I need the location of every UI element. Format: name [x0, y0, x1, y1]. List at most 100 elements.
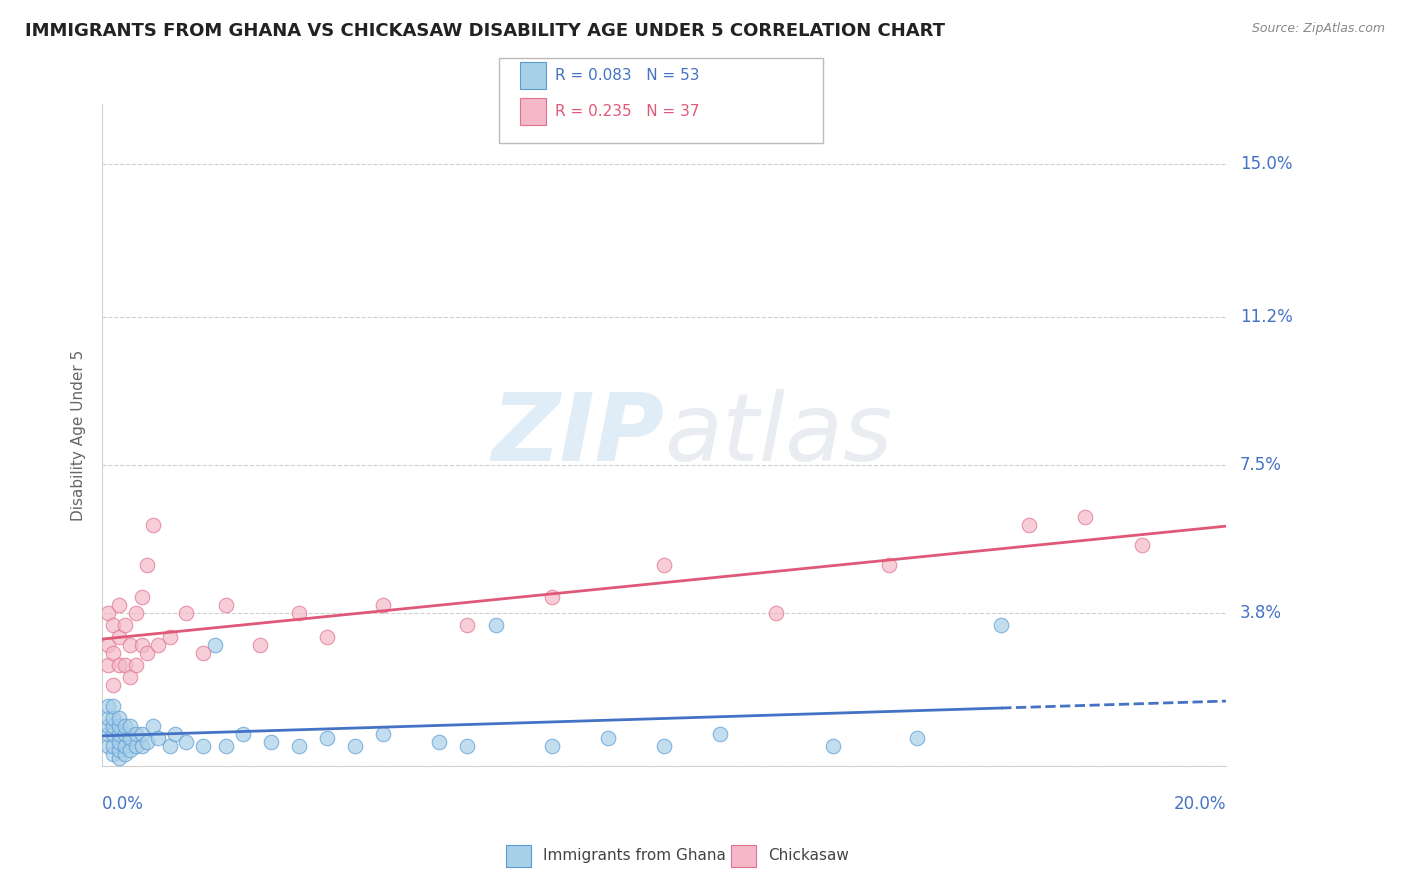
Point	[131, 726, 153, 740]
Point	[765, 607, 787, 621]
Point	[120, 670, 142, 684]
Point	[136, 647, 159, 661]
Text: 7.5%: 7.5%	[1240, 456, 1282, 474]
Text: R = 0.083   N = 53: R = 0.083 N = 53	[555, 68, 700, 83]
Point	[176, 607, 198, 621]
Text: Chickasaw: Chickasaw	[768, 848, 849, 863]
Point	[148, 639, 170, 653]
Point	[905, 731, 928, 745]
Text: Source: ZipAtlas.com: Source: ZipAtlas.com	[1251, 22, 1385, 36]
Point	[709, 726, 731, 740]
Point	[427, 734, 450, 748]
Point	[131, 739, 153, 753]
Point	[97, 698, 120, 713]
Point	[103, 678, 125, 692]
Point	[176, 734, 198, 748]
Point	[114, 718, 136, 732]
Point	[1130, 538, 1153, 552]
Point	[125, 658, 148, 673]
Point	[103, 747, 125, 761]
Point	[103, 647, 125, 661]
Point	[108, 631, 131, 645]
Text: IMMIGRANTS FROM GHANA VS CHICKASAW DISABILITY AGE UNDER 5 CORRELATION CHART: IMMIGRANTS FROM GHANA VS CHICKASAW DISAB…	[25, 22, 945, 40]
Point	[108, 658, 131, 673]
Point	[344, 739, 367, 753]
Point	[215, 599, 238, 613]
Point	[596, 731, 619, 745]
Point	[120, 742, 142, 756]
Point	[652, 739, 675, 753]
Point	[103, 618, 125, 632]
Point	[103, 698, 125, 713]
Point	[456, 618, 478, 632]
Point	[97, 718, 120, 732]
Point	[249, 639, 271, 653]
Point	[108, 599, 131, 613]
Point	[877, 558, 900, 573]
Point	[821, 739, 844, 753]
Point	[97, 739, 120, 753]
Point	[125, 726, 148, 740]
Point	[215, 739, 238, 753]
Point	[108, 710, 131, 724]
Point	[114, 739, 136, 753]
Point	[165, 726, 187, 740]
Text: 20.0%: 20.0%	[1174, 796, 1226, 814]
Text: 11.2%: 11.2%	[1240, 308, 1292, 326]
Point	[1074, 510, 1097, 524]
Point	[125, 607, 148, 621]
Point	[316, 631, 339, 645]
Point	[193, 739, 215, 753]
Point	[652, 558, 675, 573]
Point	[316, 731, 339, 745]
Point	[159, 631, 181, 645]
Point	[136, 734, 159, 748]
Point	[114, 747, 136, 761]
Text: 3.8%: 3.8%	[1240, 604, 1282, 623]
Point	[142, 518, 165, 533]
Text: 0.0%: 0.0%	[103, 796, 143, 814]
Point	[97, 639, 120, 653]
Point	[136, 558, 159, 573]
Point	[204, 639, 226, 653]
Point	[373, 599, 395, 613]
Point	[103, 739, 125, 753]
Point	[108, 718, 131, 732]
Point	[125, 739, 148, 753]
Point	[108, 726, 131, 740]
Point	[159, 739, 181, 753]
Point	[193, 647, 215, 661]
Point	[108, 742, 131, 756]
Point	[97, 658, 120, 673]
Point	[97, 710, 120, 724]
Point	[103, 726, 125, 740]
Point	[373, 726, 395, 740]
Text: R = 0.235   N = 37: R = 0.235 N = 37	[555, 103, 700, 119]
Point	[232, 726, 254, 740]
Point	[260, 734, 283, 748]
Point	[484, 618, 506, 632]
Text: 15.0%: 15.0%	[1240, 155, 1292, 173]
Point	[540, 591, 562, 605]
Text: ZIP: ZIP	[491, 389, 664, 481]
Text: Immigrants from Ghana: Immigrants from Ghana	[543, 848, 725, 863]
Point	[288, 607, 311, 621]
Text: atlas: atlas	[664, 390, 893, 481]
Point	[1018, 518, 1040, 533]
Point	[120, 639, 142, 653]
Point	[288, 739, 311, 753]
Point	[114, 618, 136, 632]
Point	[131, 639, 153, 653]
Point	[131, 591, 153, 605]
Point	[540, 739, 562, 753]
Point	[97, 607, 120, 621]
Y-axis label: Disability Age Under 5: Disability Age Under 5	[72, 350, 86, 521]
Point	[103, 718, 125, 732]
Point	[990, 618, 1012, 632]
Point	[142, 718, 165, 732]
Point	[120, 718, 142, 732]
Point	[120, 731, 142, 745]
Point	[114, 726, 136, 740]
Point	[103, 710, 125, 724]
Point	[114, 658, 136, 673]
